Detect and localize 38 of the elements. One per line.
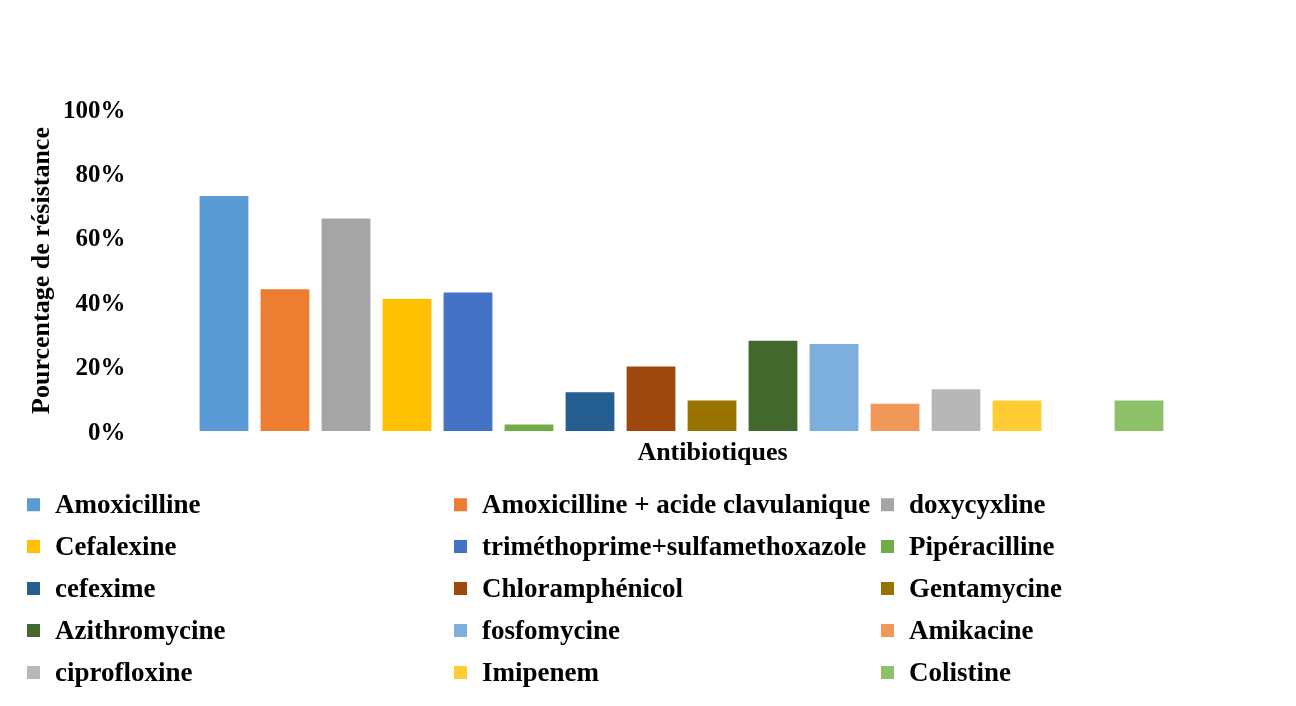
legend-label: Cefalexine — [55, 530, 177, 561]
legend-label: ciprofloxine — [55, 656, 193, 687]
legend-label: Amoxicilline + acide clavulanique — [482, 488, 871, 519]
bar — [809, 344, 859, 431]
legend-label: doxycyxline — [909, 488, 1046, 519]
bar — [931, 389, 981, 431]
bar — [992, 400, 1042, 431]
legend-label: Imipenem — [482, 656, 600, 687]
bar — [504, 424, 554, 431]
bar — [748, 340, 798, 431]
bar — [321, 218, 371, 431]
legend-label: Azithromycine — [55, 614, 226, 645]
y-tick-label: 80% — [75, 159, 126, 187]
legend-label: triméthoprime+sulfamethoxazole — [482, 530, 867, 561]
legend-label: Colistine — [909, 656, 1012, 687]
y-tick-label: 100% — [63, 95, 126, 123]
legend-label: Amoxicilline — [55, 488, 201, 519]
bar — [382, 298, 432, 431]
legend-label: Pipéracilline — [909, 530, 1055, 561]
legend-label: cefexime — [55, 572, 156, 603]
y-tick-label: 40% — [75, 288, 126, 316]
bar — [626, 366, 676, 431]
legend-label: Chloramphénicol — [482, 572, 684, 603]
legend-label: Amikacine — [909, 614, 1034, 645]
bar — [443, 292, 493, 431]
bar — [1114, 400, 1164, 431]
bar — [687, 400, 737, 431]
bar — [260, 289, 310, 431]
y-tick-label: 60% — [75, 224, 126, 252]
bar — [870, 403, 920, 431]
bar — [199, 195, 249, 431]
y-tick-label: 20% — [75, 353, 126, 381]
y-axis-title: Pourcentage de résistance — [26, 127, 55, 414]
x-axis-title: Antibiotiques — [637, 436, 788, 466]
bar — [565, 392, 615, 431]
legend-label: Gentamycine — [909, 572, 1062, 603]
y-tick-label: 0% — [88, 417, 126, 445]
legend-label: fosfomycine — [482, 614, 620, 645]
